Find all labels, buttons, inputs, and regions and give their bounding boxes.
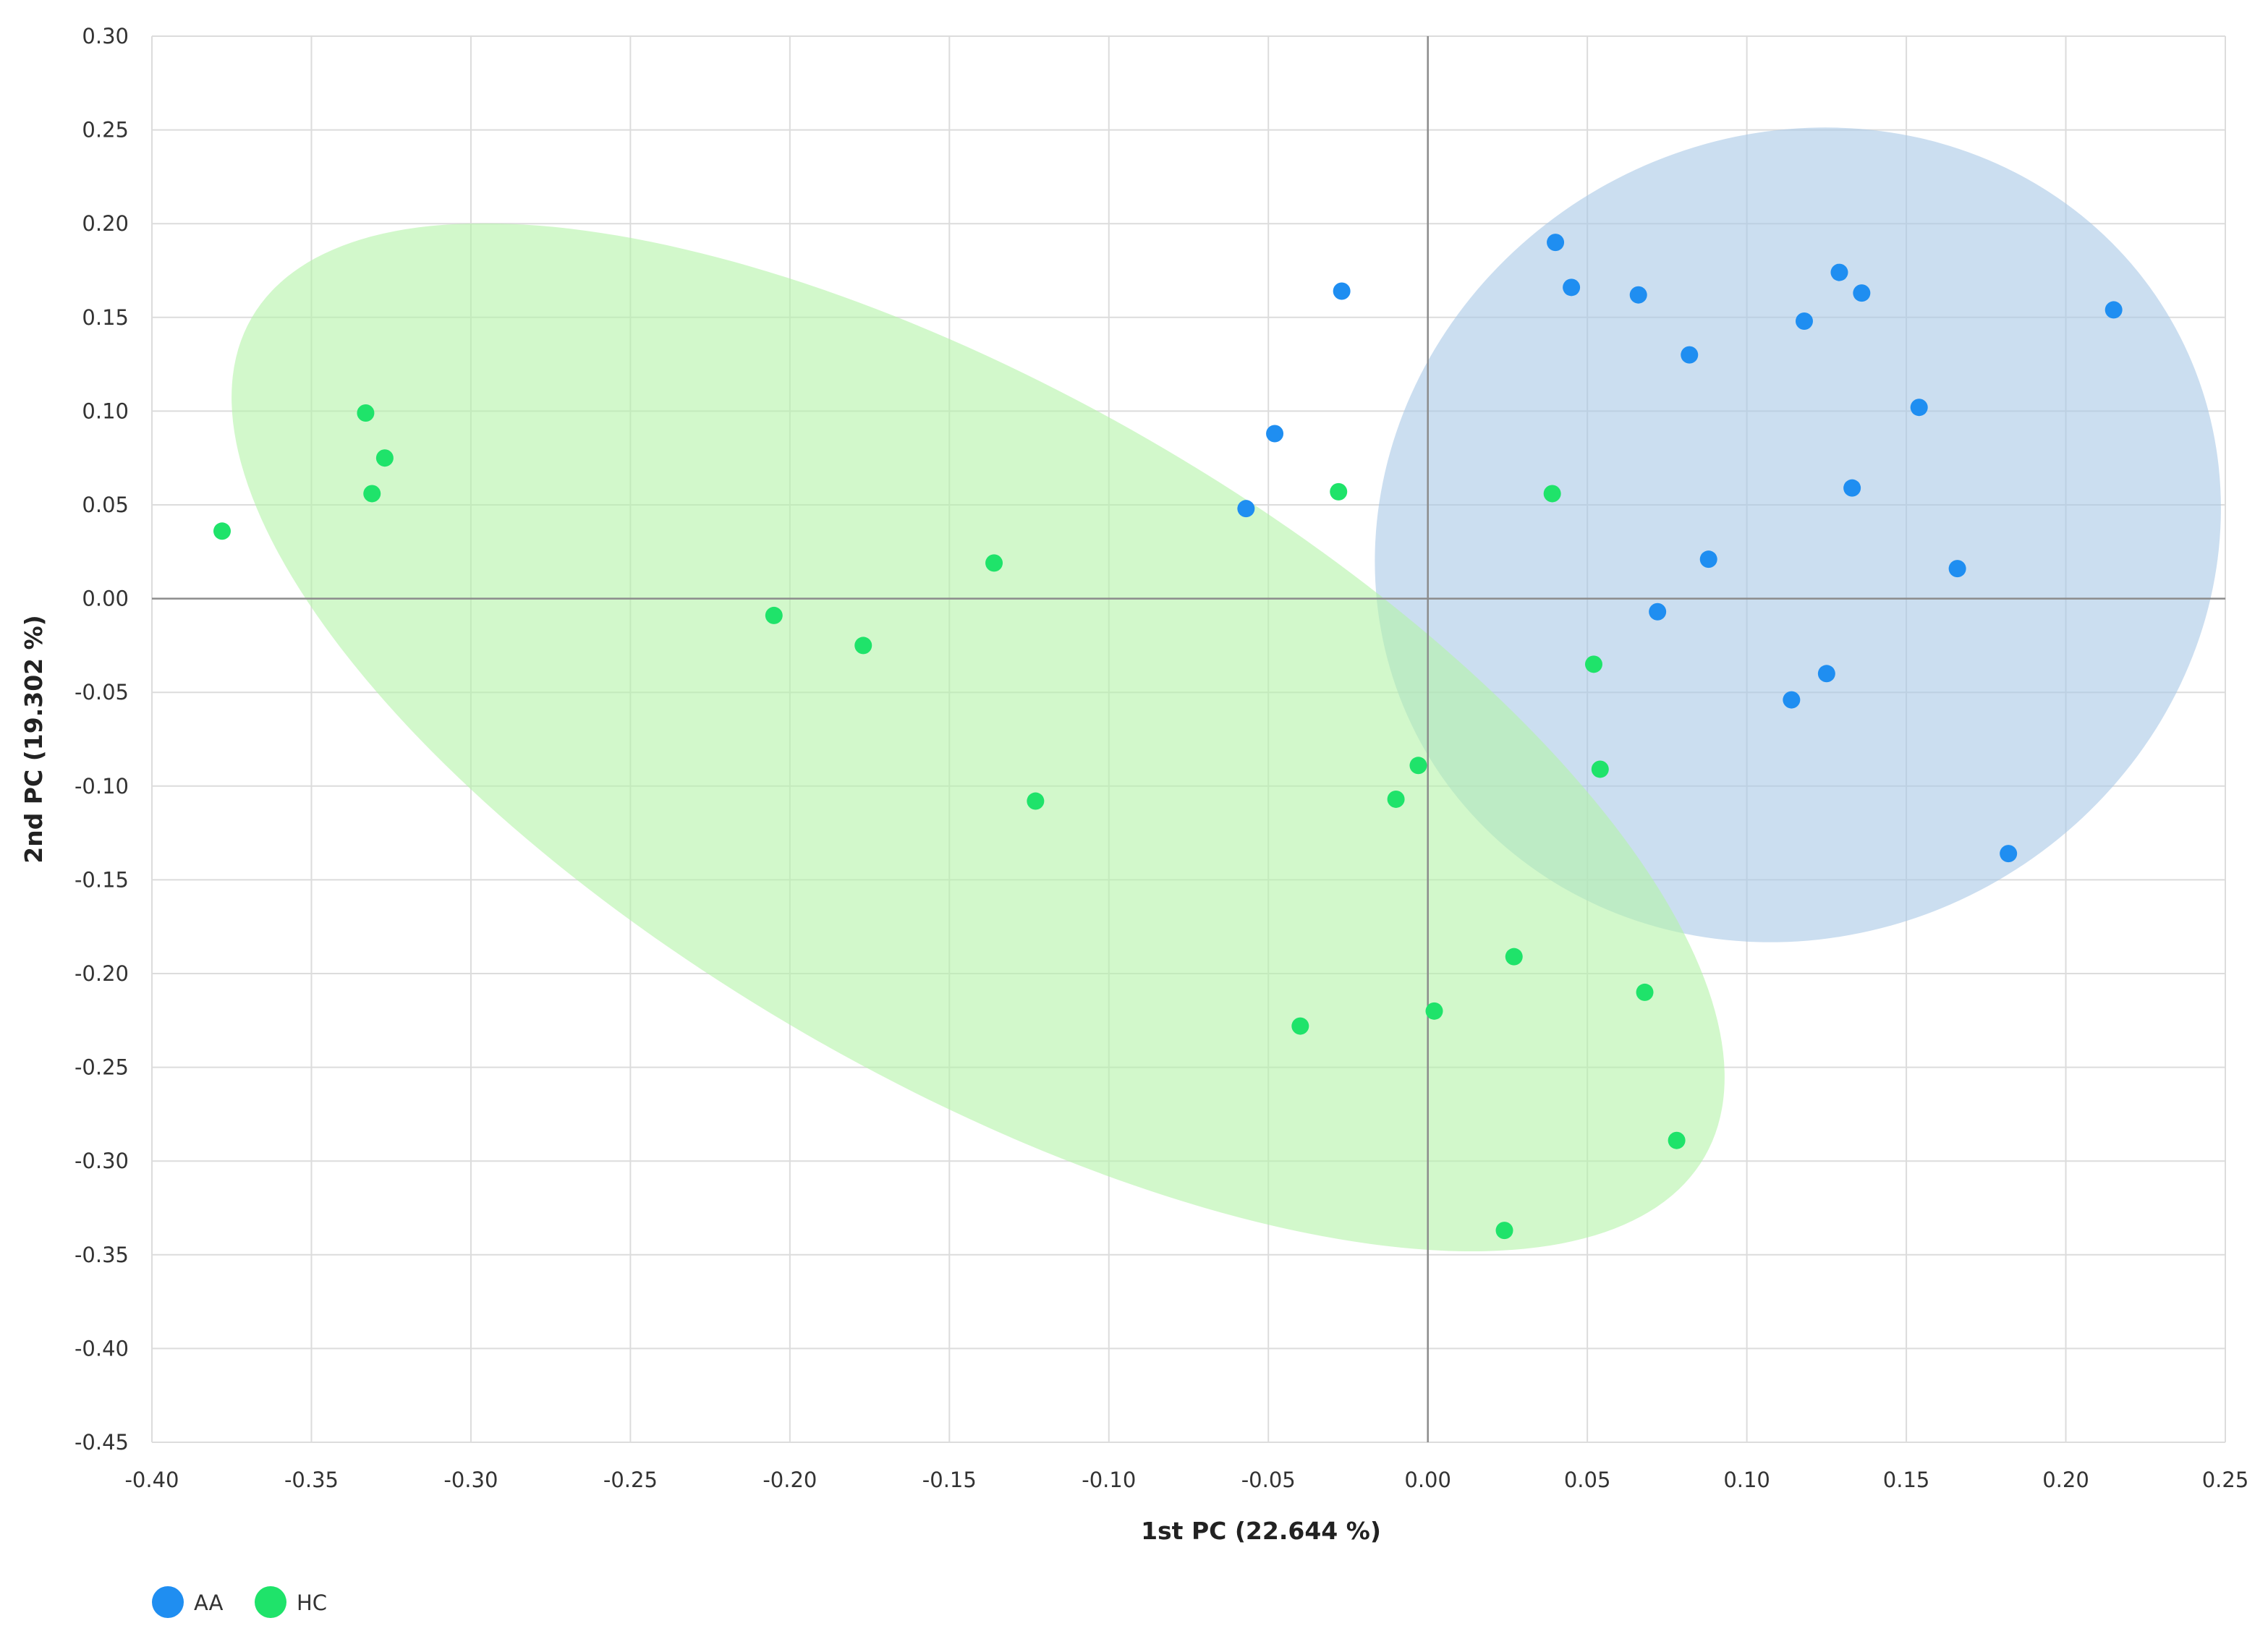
point-hc [1387, 790, 1405, 808]
point-aa [1547, 234, 1565, 252]
legend-label-aa: AA [194, 1591, 224, 1615]
point-hc [1495, 1222, 1513, 1240]
point-hc [1636, 983, 1654, 1001]
point-hc [1409, 757, 1427, 775]
y-tick-label: -0.05 [75, 680, 129, 704]
point-hc [1027, 792, 1045, 810]
point-hc [1543, 485, 1561, 503]
x-tick-label: -0.40 [124, 1468, 179, 1492]
legend-marker-hc [255, 1586, 286, 1618]
y-tick-label: -0.20 [75, 961, 129, 986]
point-aa [1830, 263, 1848, 281]
point-hc [1330, 482, 1348, 501]
x-tick-label: -0.30 [443, 1468, 498, 1492]
point-aa [1699, 550, 1717, 569]
legend-marker-aa [152, 1586, 184, 1618]
point-hc [1505, 948, 1523, 966]
point-hc [1291, 1017, 1309, 1035]
y-tick-label: 0.00 [82, 587, 129, 611]
point-hc [1591, 760, 1609, 778]
point-hc [765, 606, 783, 624]
point-aa [1795, 312, 1813, 330]
point-hc [1668, 1131, 1686, 1149]
point-aa [1266, 425, 1284, 443]
x-tick-label: 0.05 [1564, 1468, 1611, 1492]
y-tick-label: 0.15 [82, 305, 129, 330]
x-tick-label: 0.10 [1723, 1468, 1770, 1492]
y-tick-label: -0.35 [75, 1243, 129, 1267]
point-hc [375, 449, 394, 467]
y-tick-label: -0.15 [75, 867, 129, 892]
x-tick-label: -0.05 [1241, 1468, 1296, 1492]
ellipse-hc [232, 223, 1725, 1251]
y-tick-label: -0.30 [75, 1149, 129, 1173]
point-aa [1681, 346, 1699, 364]
y-tick-label: 0.25 [82, 118, 129, 142]
x-tick-label: 0.00 [1404, 1468, 1451, 1492]
legend: AA HC [152, 1586, 327, 1618]
zero-axes [152, 36, 2225, 1442]
point-aa [1333, 282, 1351, 300]
x-tick-label: -0.15 [922, 1468, 977, 1492]
point-aa [1563, 278, 1581, 297]
point-hc [854, 637, 872, 655]
ellipse-aa [1375, 127, 2221, 942]
point-hc [357, 404, 375, 422]
x-tick-labels: -0.40 -0.35 -0.30 -0.25 -0.20 -0.15 -0.10 -0.05… [124, 1468, 2248, 1492]
x-axis-title: 1st PC (22.644 %) [1141, 1517, 1381, 1545]
y-tick-label: 0.10 [82, 399, 129, 423]
point-hc [213, 522, 232, 540]
point-aa [1629, 286, 1647, 304]
y-tick-label: -0.10 [75, 774, 129, 799]
y-tick-label: -0.45 [75, 1430, 129, 1455]
y-tick-label: 0.30 [82, 24, 129, 48]
y-tick-label: 0.20 [82, 211, 129, 236]
x-tick-label: -0.35 [284, 1468, 339, 1492]
point-aa [1853, 284, 1871, 302]
x-tick-label: -0.20 [763, 1468, 817, 1492]
y-axis-title: 2nd PC (19.302 %) [20, 615, 48, 864]
x-tick-label: -0.10 [1082, 1468, 1136, 1492]
x-tick-label: -0.25 [603, 1468, 658, 1492]
y-tick-label: 0.05 [82, 493, 129, 517]
y-tick-labels: 0.30 0.25 0.20 0.15 0.10 0.05 0.00 -0.05 -0.10 -0… [75, 24, 129, 1455]
point-aa [2105, 301, 2123, 319]
x-tick-label: 0.20 [2042, 1468, 2089, 1492]
point-hc [985, 554, 1003, 572]
legend-label-hc: HC [297, 1591, 327, 1615]
point-hc [1425, 1002, 1443, 1020]
point-aa [1948, 560, 1966, 578]
confidence-ellipses [232, 127, 2221, 1251]
point-aa [2000, 845, 2018, 863]
point-hc [1584, 655, 1602, 673]
point-aa [1783, 691, 1801, 709]
point-aa [1817, 665, 1835, 683]
x-tick-label: 0.25 [2202, 1468, 2249, 1492]
point-aa [1649, 603, 1667, 621]
point-aa [1843, 479, 1861, 497]
y-tick-label: -0.40 [75, 1336, 129, 1361]
y-tick-label: -0.25 [75, 1055, 129, 1080]
point-aa [1237, 500, 1255, 518]
x-tick-label: 0.15 [1883, 1468, 1930, 1492]
point-hc [363, 485, 381, 503]
data-points [213, 234, 2123, 1240]
point-aa [1910, 399, 1928, 417]
